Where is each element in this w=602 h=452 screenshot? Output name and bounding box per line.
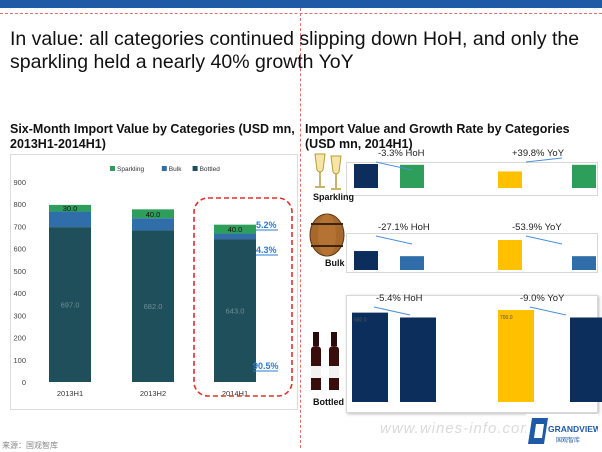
bar-value-label: 40.0 [228, 225, 243, 234]
bar-segment-bottled [214, 239, 256, 382]
bulk-label: Bulk [325, 258, 345, 268]
legend-swatch [110, 166, 115, 171]
y-tick-label: 800 [13, 200, 26, 209]
x-tick-label: 2013H2 [140, 389, 166, 398]
growth-bar [498, 310, 534, 402]
legend-swatch [192, 166, 198, 171]
wine-bottles-icon [311, 332, 339, 390]
share-annotation: 90.5% [253, 361, 279, 371]
watermark-text: www.wines-info.com [380, 420, 534, 437]
bar-segment-bottled [49, 227, 91, 382]
logo-subtext: 国观智库 [556, 436, 580, 444]
growth-bar-value: 680.0 [354, 318, 367, 324]
legend-swatch [161, 166, 167, 171]
y-tick-label: 500 [13, 267, 26, 276]
trend-arrow [525, 157, 563, 163]
y-tick-label: 600 [13, 245, 26, 254]
sparkling-label: Sparkling [313, 192, 355, 202]
logo-text: GRANDVIEW [548, 424, 598, 434]
x-tick-label: 2014H1 [222, 389, 248, 398]
legend-label: Bulk [169, 166, 182, 173]
y-tick-label: 400 [13, 289, 26, 298]
left-chart-frame [10, 154, 298, 410]
bar-segment-bulk [214, 233, 256, 240]
legend-label: Sparkling [117, 166, 144, 173]
highlight-box [193, 197, 293, 397]
bar-segment-sparkling [214, 224, 256, 234]
growth-rate-label: -53.9% YoY [512, 222, 562, 233]
bar-segment-sparkling [132, 209, 174, 219]
trend-arrow [373, 306, 411, 316]
champagne-glasses-icon [314, 153, 342, 190]
y-tick-label: 200 [13, 334, 26, 343]
y-tick-label: 700 [13, 222, 26, 231]
growth-bar [354, 164, 378, 188]
stacked-bar-chart: 0 100 200 300 400 500 600 700 800 900 Sparkling Bul… [13, 166, 293, 398]
growth-rate-label: +39.8% YoY [512, 148, 565, 159]
growth-bar [498, 171, 522, 188]
trend-arrow [529, 306, 567, 316]
growth-bar [572, 164, 596, 188]
right-chart-title: Import Value and Growth Rate by Categori… [305, 122, 570, 151]
growth-bar [572, 256, 596, 270]
growth-bar [498, 240, 522, 270]
growth-rate-label: -9.0% YoY [520, 293, 565, 304]
share-annotation: 5.2% [256, 220, 277, 230]
growth-bar [352, 312, 388, 402]
growth-bar-value: 700.0 [500, 315, 513, 321]
bar-segment-bulk [132, 218, 174, 231]
sparkling-chart-frame [346, 162, 598, 196]
wine-barrel-icon [309, 213, 345, 257]
trend-arrow [375, 161, 413, 171]
growth-rate-label: -27.1% HoH [378, 222, 430, 233]
growth-bar [400, 317, 436, 402]
bar-segment-bottled [132, 230, 174, 382]
bottled-label: Bottled [313, 397, 344, 407]
bulk-chart-frame [346, 233, 598, 273]
left-chart-title: Six-Month Import Value by Categories (US… [10, 122, 295, 151]
share-annotation: 4.3% [256, 245, 277, 255]
footer-source: 来源：国观智库 [2, 441, 58, 450]
top-guide-line [0, 13, 602, 14]
bar-value-label: 40.0 [146, 210, 161, 219]
trend-arrow [375, 235, 413, 245]
trend-arrow [525, 235, 563, 245]
growth-bar [354, 251, 378, 270]
growth-bar [570, 317, 602, 402]
bar-segment-bulk [49, 211, 91, 228]
y-tick-label: 0 [22, 378, 26, 387]
bar-value-label: 697.0 [61, 301, 80, 310]
y-tick-label: 900 [13, 178, 26, 187]
bar-segment-sparkling [49, 204, 91, 212]
bar-value-label: 643.0 [226, 307, 245, 316]
growth-bar [400, 164, 424, 188]
growth-rate-label: -3.3% HoH [378, 148, 425, 159]
bar-value-label: 682.0 [144, 302, 163, 311]
y-tick-label: 300 [13, 311, 26, 320]
growth-bar-charts: -3.3% HoH +39.8% YoY -27.1% HoH -53.9% YoY 6… [352, 148, 602, 402]
bar-value-label: 30.0 [63, 204, 78, 213]
grandview-logo: GRANDVIEW 国观智库 [526, 414, 598, 448]
x-tick-label: 2013H1 [57, 389, 83, 398]
y-tick-label: 100 [13, 356, 26, 365]
growth-bar [400, 256, 424, 270]
center-guide-line [300, 8, 301, 448]
slide-title: In value: all categories continued slipp… [10, 28, 580, 73]
growth-rate-label: -5.4% HoH [376, 293, 423, 304]
legend-label: Bottled [200, 166, 221, 173]
top-color-bar [0, 0, 602, 8]
